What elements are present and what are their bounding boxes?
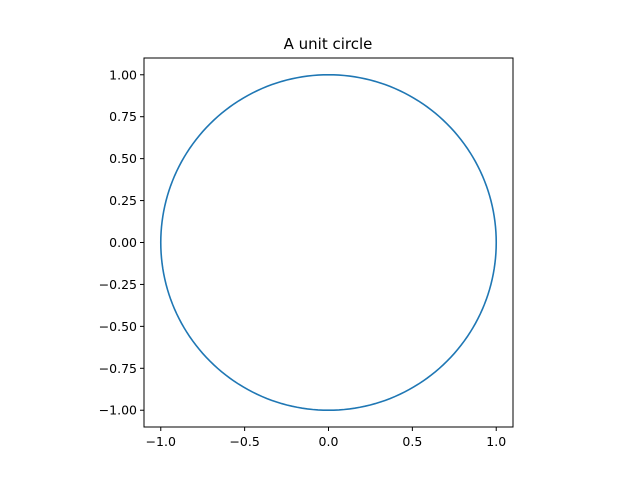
x-tick-label: 0.0 (319, 434, 339, 449)
y-tick-label: 0.00 (109, 235, 137, 250)
series-line-0 (159, 73, 498, 412)
x-tick-label: 0.5 (402, 434, 422, 449)
x-tick-label: −0.5 (229, 434, 259, 449)
x-tick-label: −1.0 (146, 434, 176, 449)
y-tick-label: −0.50 (99, 319, 137, 334)
y-tick-label: −0.75 (99, 361, 137, 376)
y-tick-label: 0.75 (109, 109, 137, 124)
plot-frame (143, 57, 514, 428)
y-tick-label: 0.25 (109, 193, 137, 208)
plot-layer (159, 73, 498, 412)
y-tick-label: −1.00 (99, 403, 137, 418)
y-tick-label: 1.00 (109, 67, 137, 82)
y-tick-label: 0.50 (109, 151, 137, 166)
x-tick-label: 1.0 (486, 434, 506, 449)
y-tick-label: −0.25 (99, 277, 137, 292)
chart-title: A unit circle (284, 35, 373, 53)
x-axis: −1.0 −0.5 0.0 0.5 1.0 (146, 427, 506, 449)
y-axis: −1.00 −0.75 −0.50 −0.25 0.00 0.25 0.50 0.75 1.00 (99, 67, 144, 418)
